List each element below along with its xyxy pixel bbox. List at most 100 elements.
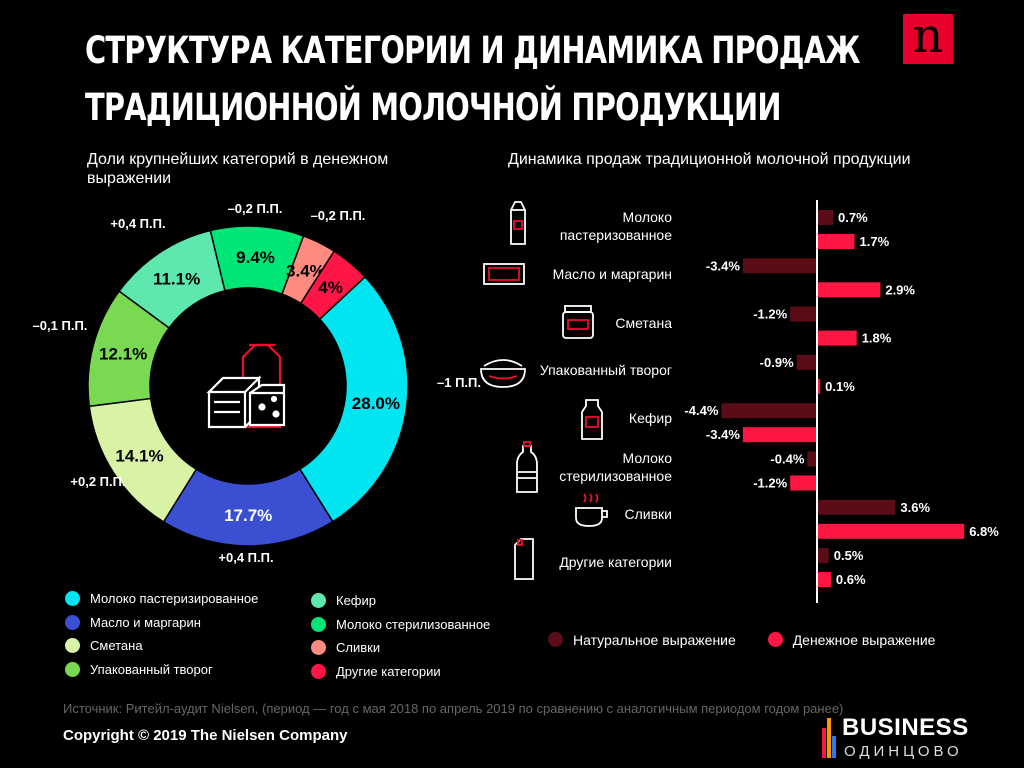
bar-value-label: -0.4% (770, 452, 804, 467)
bar-value-label: 2.9% (885, 282, 915, 297)
watermark-line-1: BUSINESS (842, 714, 969, 741)
donut-change-label: –1 П.П. (437, 375, 481, 390)
bar-value-label: 1.7% (860, 234, 890, 249)
watermark-line-2: ОДИНЦОВО (844, 743, 963, 760)
legend-swatch (65, 614, 80, 630)
donut-value-label: 14.1% (115, 447, 163, 466)
bar-money (742, 427, 816, 443)
donut-value-label: 28.0% (352, 394, 400, 413)
legend-item-money: Денежное выражение (767, 628, 936, 652)
source-note: Источник: Ритейл-аудит Nielsen, (период … (63, 701, 844, 716)
donut-value-label: 11.1% (153, 270, 200, 289)
donut-chart: 28.0% –1 П.П. 17.7% +0,4 П.П. 14.1% +0,2 П.П.… (33, 201, 481, 565)
legend-item: Сметана (65, 634, 258, 658)
donut-change-label: –0,1 П.П. (33, 318, 88, 333)
pie-legend-col-2: Кефир Молоко стерилизованное Сливки Друг… (311, 589, 490, 683)
water-bottle-icon (516, 441, 538, 493)
dairy-products-icon (206, 343, 286, 429)
bar-natural (818, 210, 834, 225)
bar-category-line: Сливки (624, 506, 672, 522)
bowl-icon (480, 359, 526, 388)
milk-carton-icon (510, 201, 526, 245)
bar-money (818, 523, 965, 539)
donut-slice-0 (298, 275, 409, 523)
bar-category-label: Сливки (625, 505, 672, 523)
bar-money (818, 282, 881, 298)
bottle-icon (581, 399, 603, 440)
legend-label: Масло и маргарин (90, 614, 201, 630)
bar-chart: 0.7% 1.7% -3.4% 2.9% -1.2% 1.8% -0.9% 0.1% -4.4%… (684, 200, 999, 603)
legend-item: Молоко пастеризированное (65, 587, 258, 611)
legend-swatch (65, 638, 80, 654)
bar-money (790, 475, 816, 491)
bar-value-label: 6.8% (969, 524, 999, 539)
bar-category-label: Молоко пастеризованное (560, 208, 672, 244)
donut-change-label: +0,2 П.П. (70, 474, 125, 489)
donut-value-label: 3.4% (286, 261, 325, 280)
bar-value-label: -3.4% (706, 258, 740, 273)
bar-category-label: Другие категории (559, 553, 672, 571)
legend-label: Кефир (336, 593, 376, 609)
bar-money (818, 330, 857, 346)
bar-category-line: Другие категории (559, 554, 672, 570)
bar-category-line: Масло и маргарин (552, 266, 672, 282)
legend-swatch (311, 640, 326, 656)
cup-icon (575, 493, 608, 527)
bar-category-line: стерилизованное (559, 468, 672, 484)
donut-change-label: +0,4 П.П. (218, 550, 273, 565)
bar-category-label: Масло и маргарин (553, 265, 672, 283)
bar-value-label: 0.1% (825, 379, 855, 394)
butter-icon (483, 263, 525, 285)
legend-swatch (548, 632, 563, 648)
donut-value-label: 9.4% (236, 248, 275, 267)
bar-category-line: пастеризованное (559, 227, 672, 243)
donut-change-label: –0,2 П.П. (228, 201, 283, 216)
copyright: Copyright © 2019 The Nielsen Company (63, 727, 348, 744)
legend-swatch (311, 663, 326, 679)
legend-label: Сметана (90, 638, 143, 654)
pie-chart-title: Доли крупнейших категорий в денежном выр… (87, 151, 389, 187)
donut-value-label: 4% (318, 278, 343, 297)
business-watermark: BUSINESS ОДИНЦОВО (818, 712, 998, 762)
title-line-2: ТРАДИЦИОННОЙ МОЛОЧНОЙ ПРОДУКЦИИ (85, 86, 782, 129)
bar-value-label: -1.2% (753, 307, 787, 322)
bar-value-label: -3.4% (706, 427, 740, 442)
bar-value-label: 0.7% (838, 210, 868, 225)
bar-category-line: Молоко (622, 450, 672, 466)
bar-chart-title: Динамика продаж традиционной молочной пр… (508, 151, 911, 168)
bar-value-label: 1.8% (862, 331, 892, 346)
bar-natural (796, 354, 816, 370)
jar-icon (562, 305, 594, 339)
pie-legend-col-1: Молоко пастеризированное Масло и маргари… (65, 587, 258, 681)
legend-item: Упакованный творог (65, 658, 258, 682)
legend-swatch (311, 593, 326, 609)
legend-item: Сливки (311, 636, 490, 660)
legend-item-natural: Натуральное выражение (548, 628, 736, 652)
donut-slice-7 (299, 250, 367, 321)
bar-money (818, 572, 831, 588)
package-icon (514, 538, 534, 580)
bar-natural (818, 548, 829, 564)
donut-change-label: –0,2 П.П. (311, 208, 366, 223)
legend-label: Упакованный творог (90, 661, 213, 677)
watermark-bars-icon (822, 718, 836, 758)
bar-natural (721, 403, 816, 419)
legend-swatch (65, 661, 80, 677)
legend-label: Молоко пастеризированное (90, 591, 259, 607)
bar-money (818, 234, 855, 249)
legend-item: Кефир (311, 589, 490, 613)
donut-change-label: +0,4 П.П. (110, 216, 165, 231)
bar-value-label: -4.4% (684, 403, 718, 418)
legend-label: Сливки (336, 640, 381, 656)
legend-label: Денежное выражение (792, 631, 936, 648)
bar-natural (742, 258, 816, 274)
bar-category-line: Кефир (628, 410, 672, 426)
legend-label: Другие категории (336, 663, 441, 679)
bar-value-label: -1.2% (753, 476, 787, 491)
legend-item: Другие категории (311, 660, 490, 684)
bar-legend: Натуральное выражение Денежное выражение (548, 628, 935, 652)
legend-label: Молоко стерилизованное (336, 616, 491, 632)
logo-letter: n (912, 8, 944, 64)
bar-value-label: -0.9% (760, 355, 794, 370)
